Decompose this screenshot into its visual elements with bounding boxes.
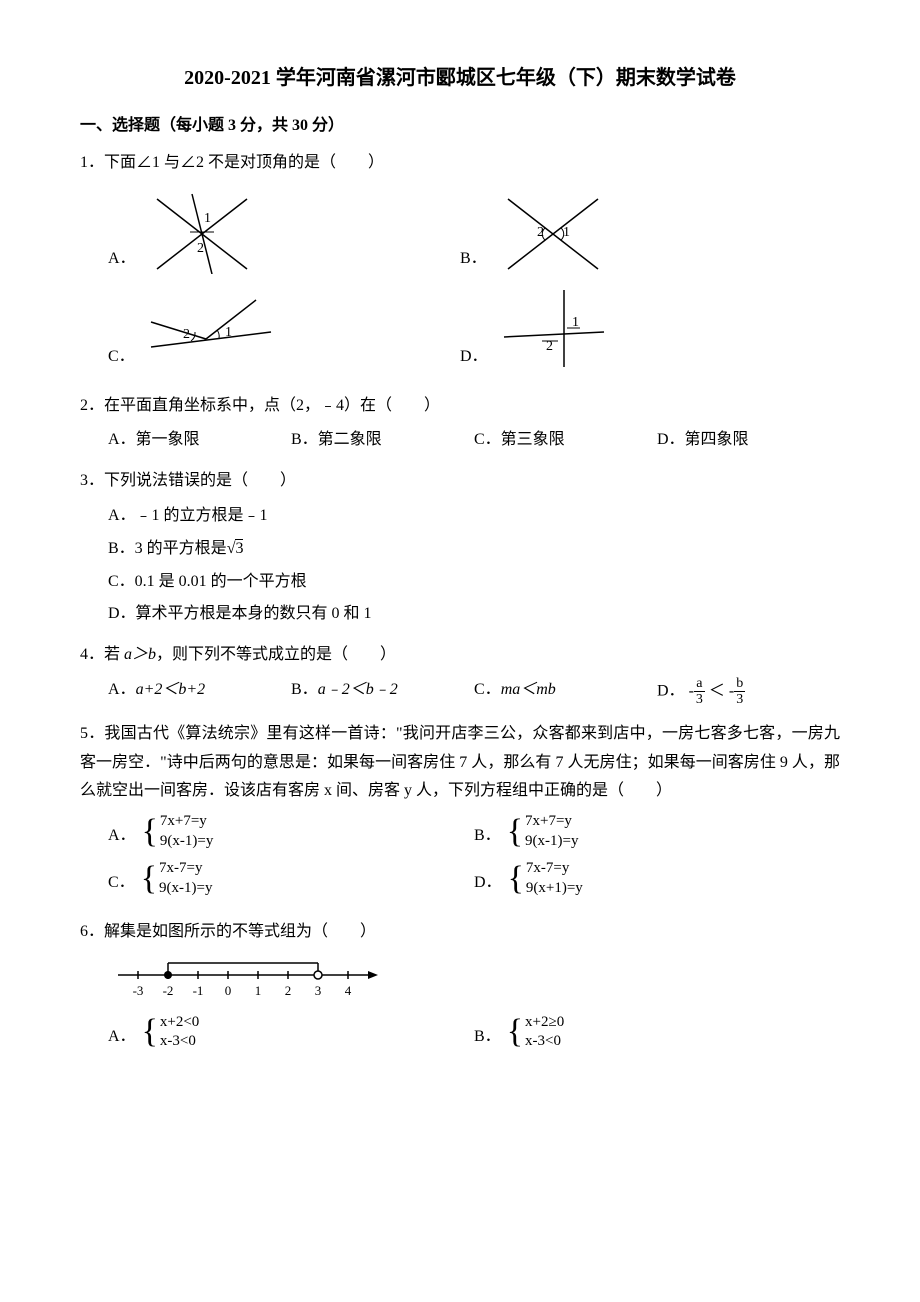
q1-option-b: B． 2 1 (460, 184, 840, 274)
q2-option-d: D．第四象限 (657, 426, 840, 455)
vertical-angles-icon: 2 1 (493, 184, 613, 274)
svg-text:0: 0 (225, 983, 232, 998)
svg-text:1: 1 (255, 983, 262, 998)
q2-text: 2．在平面直角坐标系中，点（2，﹣4）在（ ） (80, 392, 840, 421)
q4-text: 4．若 a＞b，则下列不等式成立的是（ ） (80, 641, 840, 670)
svg-text:-2: -2 (163, 983, 174, 998)
svg-text:4: 4 (345, 983, 352, 998)
q2-option-b: B．第二象限 (291, 426, 474, 455)
q1-option-d: D． 1 2 (460, 282, 840, 372)
question-2: 2．在平面直角坐标系中，点（2，﹣4）在（ ） A．第一象限 B．第二象限 C．… (80, 392, 840, 456)
q5-text: 5．我国古代《算法统宗》里有这样一首诗："我问开店李三公，众客都来到店中，一房七… (80, 720, 840, 806)
section-header: 一、选择题（每小题 3 分，共 30 分） (80, 112, 840, 141)
q1-option-a: A． 1 2 (80, 184, 460, 274)
q5-option-d: D． {7x-7=y9(x+1)=y (474, 859, 840, 898)
svg-text:2: 2 (197, 241, 204, 256)
q1-text: 1．下面∠1 与∠2 不是对顶角的是（ ） (80, 149, 840, 178)
perpendicular-icon: 1 2 (494, 282, 614, 372)
q5-option-a: A． {7x+7=y9(x-1)=y (108, 812, 474, 851)
q3-option-b: B．3 的平方根是√3 (108, 535, 840, 564)
question-3: 3．下列说法错误的是（ ） A．﹣1 的立方根是﹣1 B．3 的平方根是√3 C… (80, 467, 840, 629)
q1-option-c: C． 2 1 (80, 282, 460, 372)
q4-option-d: D． -a3 ＜ -b3 (657, 676, 840, 708)
q3-option-a: A．﹣1 的立方根是﹣1 (108, 502, 840, 531)
svg-text:-1: -1 (193, 983, 204, 998)
vertical-angles-icon: 1 2 (142, 184, 262, 274)
q6-option-b: B． {x+2≥0x-3<0 (474, 1013, 840, 1052)
q3-option-d: D．算术平方根是本身的数只有 0 和 1 (108, 600, 840, 629)
sqrt-icon: √3 (227, 539, 244, 557)
svg-text:1: 1 (225, 325, 232, 340)
svg-text:1: 1 (204, 211, 211, 226)
q2-option-c: C．第三象限 (474, 426, 657, 455)
q3-option-c: C．0.1 是 0.01 的一个平方根 (108, 568, 840, 597)
question-4: 4．若 a＞b，则下列不等式成立的是（ ） A．a+2＜b+2 B．a﹣2＜b﹣… (80, 641, 840, 708)
page-title: 2020-2021 学年河南省漯河市郾城区七年级（下）期末数学试卷 (80, 60, 840, 96)
q4-option-b: B．a﹣2＜b﹣2 (291, 676, 474, 708)
svg-text:3: 3 (315, 983, 322, 998)
svg-text:2: 2 (285, 983, 292, 998)
question-5: 5．我国古代《算法统宗》里有这样一首诗："我问开店李三公，众客都来到店中，一房七… (80, 720, 840, 906)
q5-option-b: B． {7x+7=y9(x-1)=y (474, 812, 840, 851)
svg-text:2: 2 (183, 327, 190, 342)
number-line-icon: -3 -2 -1 0 1 2 3 4 (108, 955, 388, 1005)
q4-option-c: C．ma＜mb (474, 676, 657, 708)
svg-text:-3: -3 (133, 983, 144, 998)
q3-text: 3．下列说法错误的是（ ） (80, 467, 840, 496)
q2-option-a: A．第一象限 (108, 426, 291, 455)
q6-text: 6．解集是如图所示的不等式组为（ ） (80, 918, 840, 947)
question-1: 1．下面∠1 与∠2 不是对顶角的是（ ） A． 1 2 B． 2 1 (80, 149, 840, 380)
question-6: 6．解集是如图所示的不等式组为（ ） -3 -2 -1 0 1 2 3 4 A． {x+2<0… (80, 918, 840, 1060)
q6-option-a: A． {x+2<0x-3<0 (108, 1013, 474, 1052)
angle-pair-icon: 2 1 (141, 292, 281, 372)
q5-option-c: C． {7x-7=y9(x-1)=y (108, 859, 474, 898)
q4-option-a: A．a+2＜b+2 (108, 676, 291, 708)
